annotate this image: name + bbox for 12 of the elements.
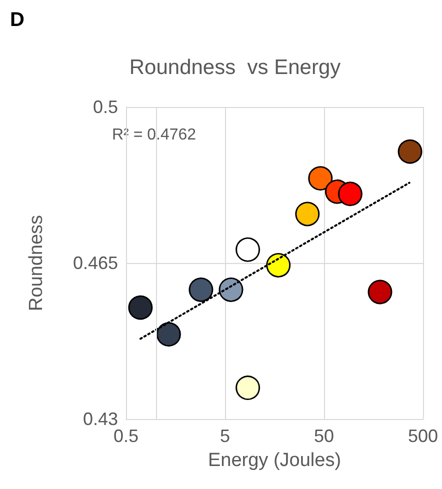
x-tick-label: 0.5 [113,426,139,446]
y-tick-label: 0.465 [72,253,118,273]
x-tick-label: 500 [408,426,438,446]
chart-title: Roundness vs Energy [129,56,342,79]
y-tick-label: 0.43 [82,409,118,429]
annotation: R² = 0.4762 [112,126,196,144]
x-tick-label: 50 [314,426,334,446]
x-axis-title: Energy (Joules) [208,450,342,471]
x-tick-label: 5 [220,426,230,446]
y-tick-label: 0.5 [92,97,118,117]
y-axis-title: Roundness [26,214,47,312]
text: D [10,9,24,31]
